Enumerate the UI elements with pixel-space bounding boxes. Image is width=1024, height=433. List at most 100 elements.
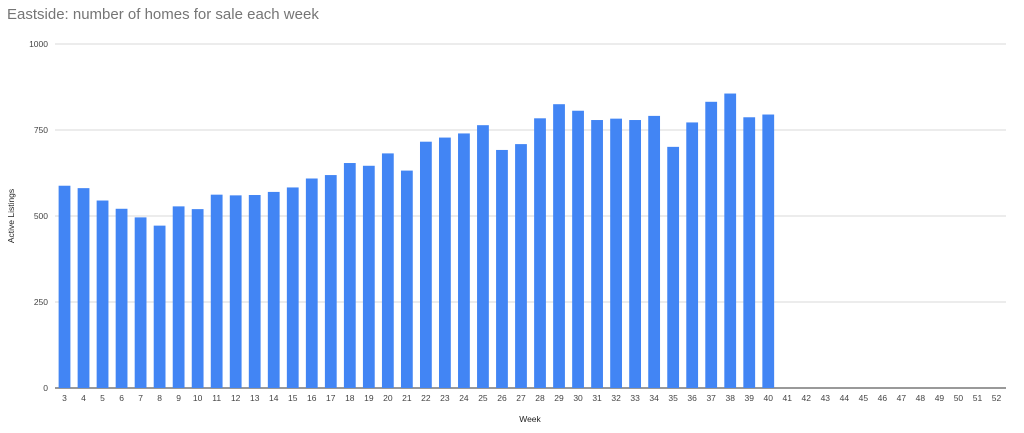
x-tick-label: 25 <box>478 393 488 403</box>
x-tick-label: 6 <box>119 393 124 403</box>
bar-week-4 <box>77 188 90 388</box>
bar-week-6 <box>115 208 128 388</box>
x-tick-label: 29 <box>554 393 564 403</box>
x-tick-label: 20 <box>383 393 393 403</box>
x-tick-label: 28 <box>535 393 545 403</box>
x-tick-label: 49 <box>935 393 945 403</box>
x-tick-label: 11 <box>212 393 221 403</box>
x-tick-label: 48 <box>916 393 926 403</box>
y-tick-label: 750 <box>34 125 48 135</box>
x-tick-label: 47 <box>897 393 907 403</box>
x-tick-label: 5 <box>100 393 105 403</box>
bar-week-15 <box>286 187 299 388</box>
x-tick-label: 9 <box>176 393 181 403</box>
bar-week-18 <box>343 163 356 388</box>
bar-week-10 <box>191 209 204 388</box>
bar-week-9 <box>172 206 185 388</box>
bar-week-39 <box>743 117 756 388</box>
x-tick-label: 51 <box>973 393 983 403</box>
x-tick-label: 12 <box>231 393 241 403</box>
x-tick-label: 22 <box>421 393 431 403</box>
bar-week-28 <box>534 118 546 388</box>
x-tick-label: 40 <box>764 393 774 403</box>
bar-week-13 <box>248 195 261 388</box>
bars <box>58 93 775 389</box>
bar-week-24 <box>458 133 470 388</box>
x-tick-label: 41 <box>783 393 793 403</box>
bar-week-11 <box>210 194 223 388</box>
bar-week-25 <box>477 125 489 389</box>
bar-week-7 <box>134 217 147 388</box>
bar-week-31 <box>591 120 603 389</box>
y-axis-title: Active Listings <box>6 189 16 243</box>
x-tick-label: 37 <box>706 393 716 403</box>
x-tick-label: 46 <box>878 393 888 403</box>
x-tick-label: 10 <box>193 393 203 403</box>
x-tick-label: 21 <box>402 393 412 403</box>
y-tick-label: 250 <box>34 297 48 307</box>
x-tick-label: 18 <box>345 393 355 403</box>
bar-week-3 <box>58 185 71 388</box>
bar-week-38 <box>724 93 737 388</box>
bar-week-12 <box>229 195 242 388</box>
x-tick-label: 14 <box>269 393 279 403</box>
bar-week-17 <box>324 175 337 388</box>
x-tick-label: 16 <box>307 393 317 403</box>
x-tick-label: 33 <box>630 393 640 403</box>
x-tick-label: 17 <box>326 393 336 403</box>
x-tick-label: 24 <box>459 393 469 403</box>
bar-week-36 <box>686 122 699 388</box>
x-tick-label: 15 <box>288 393 298 403</box>
bar-week-14 <box>267 191 280 388</box>
bar-week-8 <box>153 225 166 388</box>
bar-week-20 <box>381 153 394 388</box>
bar-week-27 <box>515 144 527 388</box>
x-tick-label: 39 <box>744 393 754 403</box>
bar-week-34 <box>648 115 661 389</box>
gridlines <box>55 43 1006 389</box>
x-tick-label: 32 <box>611 393 621 403</box>
y-tick-label: 1000 <box>29 39 48 49</box>
y-axis-ticks: 0 250 500 750 1000 <box>29 39 48 393</box>
bar-week-33 <box>629 120 642 389</box>
x-tick-label: 36 <box>687 393 697 403</box>
y-tick-label: 500 <box>34 211 48 221</box>
bar-week-23 <box>439 137 451 388</box>
bar-week-16 <box>305 178 318 388</box>
bar-week-37 <box>705 101 718 389</box>
x-tick-label: 7 <box>138 393 143 403</box>
x-tick-label: 31 <box>592 393 602 403</box>
x-tick-label: 27 <box>516 393 526 403</box>
x-tick-label: 50 <box>954 393 964 403</box>
bar-week-32 <box>610 118 622 388</box>
x-tick-label: 3 <box>62 393 67 403</box>
x-tick-label: 52 <box>992 393 1002 403</box>
x-tick-label: 13 <box>250 393 260 403</box>
x-tick-label: 44 <box>840 393 850 403</box>
x-tick-label: 19 <box>364 393 374 403</box>
x-axis-ticks: 3 4 5 6 7 8 9 10 11 12 13 14 15 16 17 18 19 20 21 22 23 24 25 2… <box>62 393 1001 403</box>
x-tick-label: 38 <box>725 393 735 403</box>
bar-week-29 <box>553 104 565 388</box>
x-tick-label: 4 <box>81 393 86 403</box>
bar-week-40 <box>762 114 775 389</box>
x-tick-label: 45 <box>859 393 869 403</box>
x-tick-label: 34 <box>649 393 659 403</box>
x-tick-label: 30 <box>573 393 583 403</box>
y-tick-label: 0 <box>43 383 48 393</box>
chart-title: Eastside: number of homes for sale each … <box>7 6 319 23</box>
bar-week-26 <box>496 149 508 388</box>
x-tick-label: 35 <box>668 393 678 403</box>
x-tick-label: 23 <box>440 393 450 403</box>
bar-week-35 <box>667 146 680 388</box>
bar-week-22 <box>419 141 432 388</box>
bar-week-19 <box>362 165 375 388</box>
bar-week-30 <box>572 110 584 389</box>
bar-week-21 <box>400 170 413 388</box>
bar-week-5 <box>96 200 109 388</box>
x-tick-label: 26 <box>497 393 507 403</box>
x-tick-label: 43 <box>821 393 831 403</box>
x-tick-label: 8 <box>157 393 162 403</box>
x-axis-title: Week <box>519 414 541 424</box>
